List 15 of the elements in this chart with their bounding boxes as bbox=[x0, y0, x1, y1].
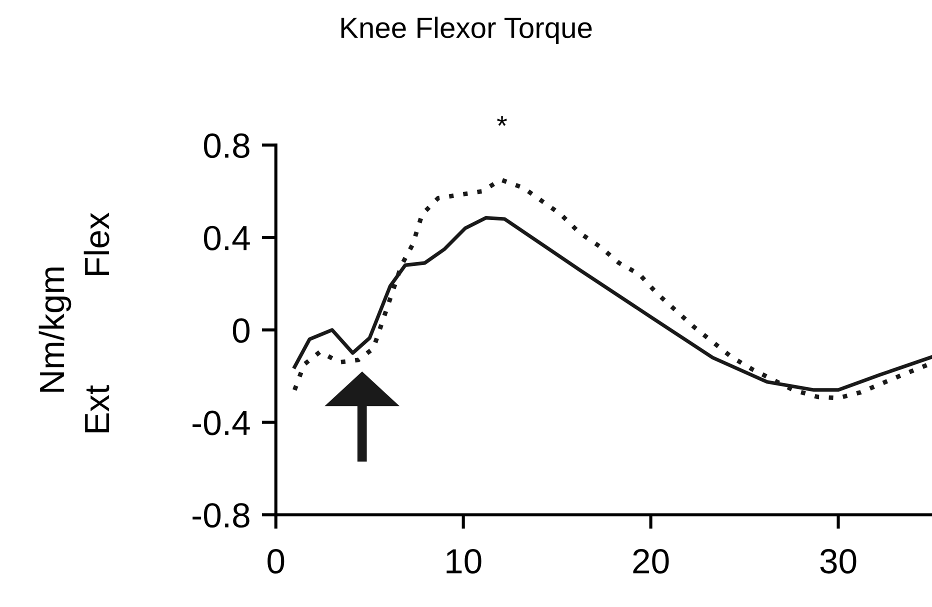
chart-title: Knee Flexor Torque bbox=[341, 16, 592, 44]
x-tick-label: 0 bbox=[268, 548, 284, 574]
y-tick-label: -0.4 bbox=[192, 410, 250, 436]
x-tick-label: 30 bbox=[820, 548, 856, 574]
y-tick-label: 0 bbox=[232, 318, 250, 343]
text: * bbox=[497, 116, 507, 126]
y-tick-label: 0.8 bbox=[204, 133, 250, 158]
y-tick-label: 0.4 bbox=[204, 226, 250, 250]
x-tick-label: 10 bbox=[446, 548, 482, 574]
y-axis-title: Nm/kgm bbox=[38, 268, 72, 392]
x-tick-label: 20 bbox=[633, 548, 669, 574]
y-tick-label: -0.8 bbox=[192, 503, 250, 528]
line-series bbox=[292, 178, 930, 400]
text: Flex bbox=[84, 212, 110, 275]
text: Ext bbox=[85, 385, 110, 432]
